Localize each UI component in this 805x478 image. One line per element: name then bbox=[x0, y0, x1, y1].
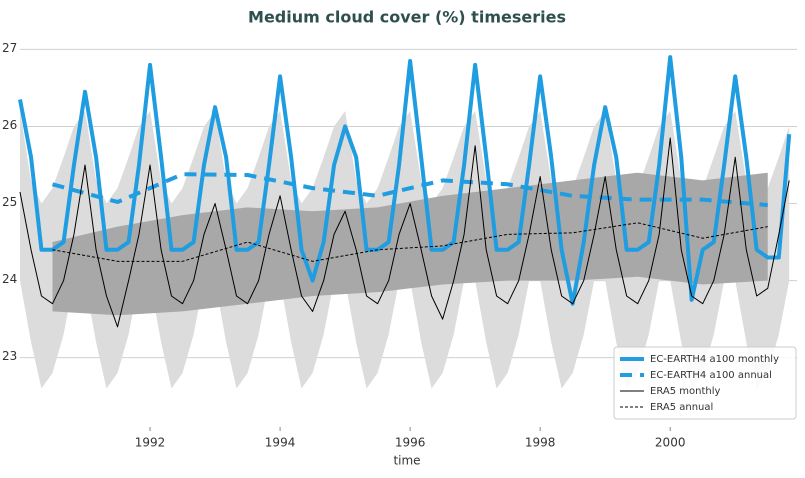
series-line bbox=[52, 222, 768, 262]
y-tick-label: 23 bbox=[2, 349, 17, 363]
legend-label: ERA5 monthly bbox=[650, 386, 720, 397]
legend-label: EC-EARTH4 a100 annual bbox=[650, 370, 772, 381]
series-line bbox=[51, 172, 768, 208]
x-tick-label: 1998 bbox=[525, 436, 556, 450]
y-tick-label: 26 bbox=[2, 118, 17, 132]
series-line bbox=[18, 55, 792, 306]
x-axis-label: time bbox=[393, 454, 420, 468]
x-tick-label: 1992 bbox=[135, 436, 166, 450]
y-tick-label: 24 bbox=[2, 272, 17, 286]
chart-title: Medium cloud cover (%) timeseries bbox=[248, 8, 566, 27]
x-tick-label: 1994 bbox=[265, 436, 296, 450]
legend: EC-EARTH4 a100 monthly EC-EARTH4 a100 ann… bbox=[613, 346, 797, 420]
y-tick-label: 25 bbox=[2, 195, 17, 209]
legend-label: EC-EARTH4 a100 monthly bbox=[650, 354, 779, 365]
y-tick-label: 27 bbox=[2, 41, 17, 55]
legend-label: ERA5 annual bbox=[650, 402, 713, 413]
x-tick-label: 2000 bbox=[655, 436, 686, 450]
series-line bbox=[19, 137, 790, 328]
legend-box bbox=[613, 346, 797, 420]
x-tick-label: 1996 bbox=[395, 436, 426, 450]
